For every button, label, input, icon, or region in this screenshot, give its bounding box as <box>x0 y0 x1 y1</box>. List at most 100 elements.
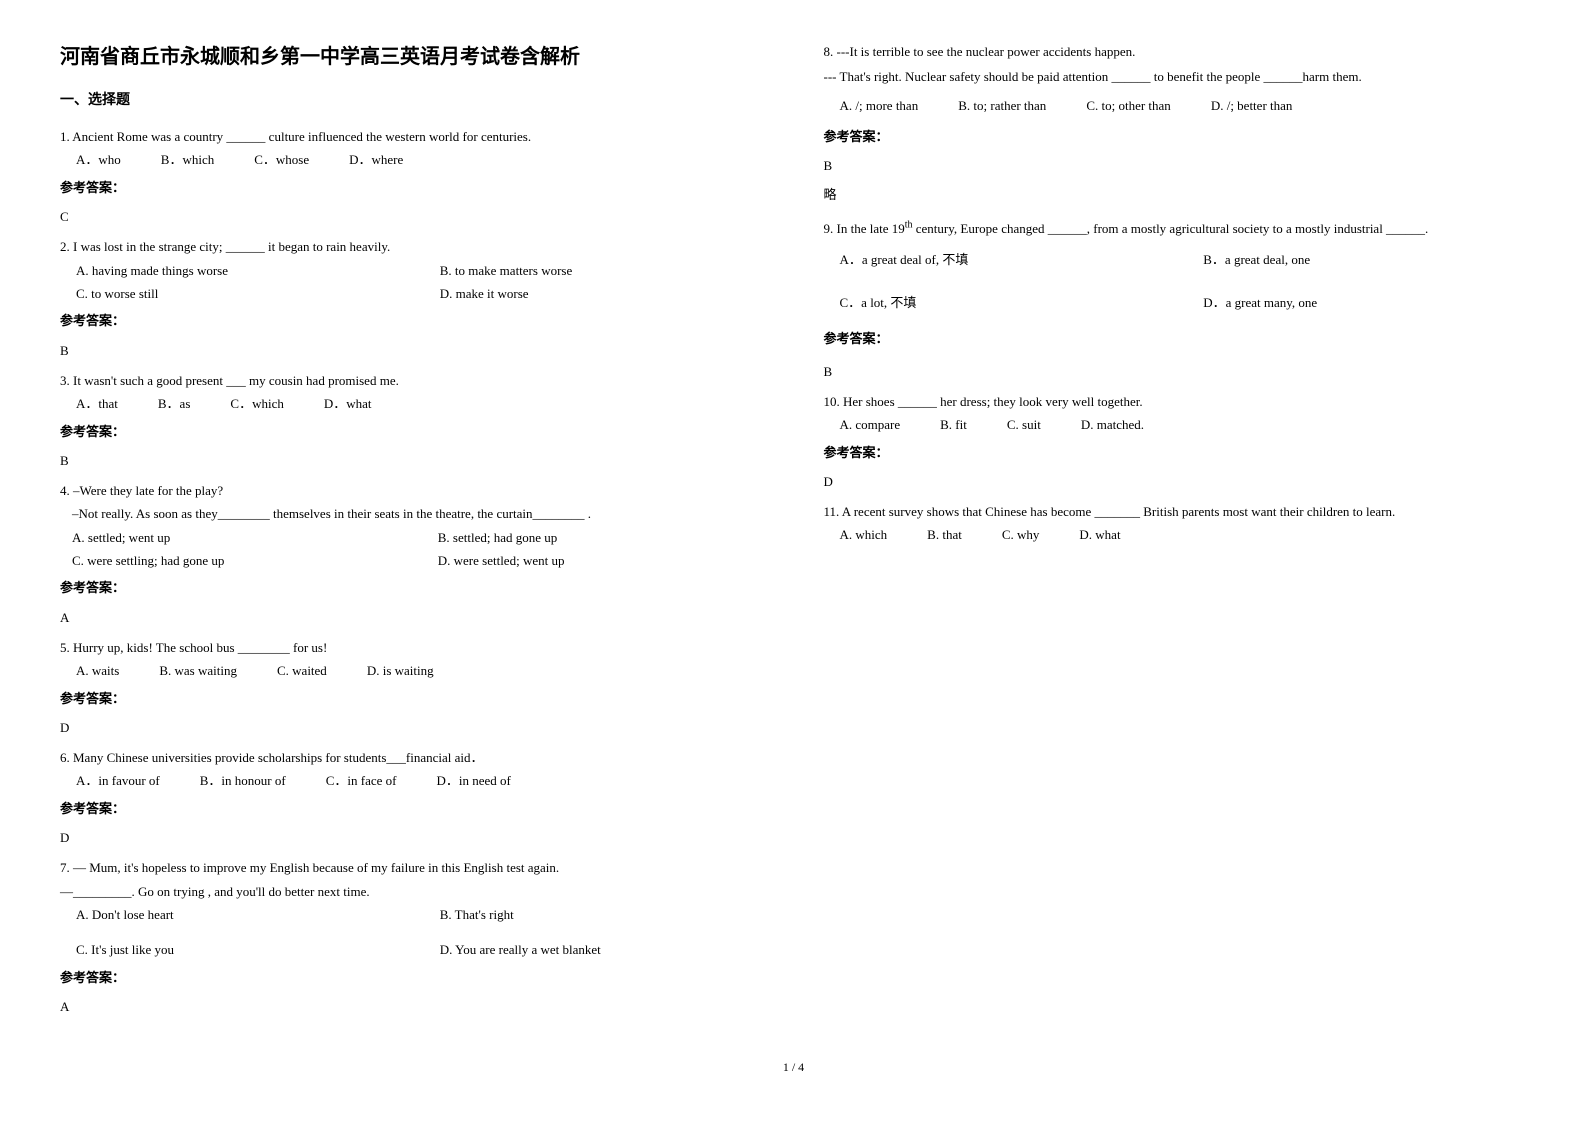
page-number: 1 / 4 <box>60 1060 1527 1075</box>
q4-text2: –Not really. As soon as they________ the… <box>72 502 764 525</box>
q6-ans-label: 参考答案： <box>60 797 764 820</box>
q10-opt-d: D. matched. <box>1081 413 1144 436</box>
q3-ans: B <box>60 453 764 469</box>
q10-text: 10. Her shoes ______ her dress; they loo… <box>824 390 1528 413</box>
question-4: 4. –Were they late for the play? –Not re… <box>60 479 764 600</box>
q2-opt-c: C. to worse still <box>76 282 400 305</box>
q5-text: 5. Hurry up, kids! The school bus ______… <box>60 636 764 659</box>
q5-opt-d: D. is waiting <box>367 659 434 682</box>
question-5: 5. Hurry up, kids! The school bus ______… <box>60 636 764 710</box>
q4-opt-b: B. settled; had gone up <box>438 526 764 549</box>
q10-opt-b: B. fit <box>940 413 967 436</box>
q7-text1: 7. — Mum, it's hopeless to improve my En… <box>60 856 764 879</box>
question-2: 2. I was lost in the strange city; _____… <box>60 235 764 333</box>
q3-opt-c: C．which <box>230 392 283 415</box>
q7-opt-d: D. You are really a wet blanket <box>440 938 764 961</box>
q7-ans-label: 参考答案： <box>60 966 764 989</box>
q2-text: 2. I was lost in the strange city; _____… <box>60 235 764 258</box>
q7-ans: A <box>60 999 764 1015</box>
q5-opt-c: C. waited <box>277 659 327 682</box>
q2-options: A. having made things worse B. to make m… <box>76 259 764 306</box>
q10-ans-label: 参考答案： <box>824 441 1528 464</box>
question-9: 9. In the late 19th century, Europe chan… <box>824 213 1528 354</box>
q1-ans: C <box>60 209 764 225</box>
q2-opt-d: D. make it worse <box>440 282 764 305</box>
q9-ans: B <box>824 364 1528 380</box>
q4-text1: 4. –Were they late for the play? <box>60 479 764 502</box>
q5-opt-a: A. waits <box>76 659 119 682</box>
q11-text: 11. A recent survey shows that Chinese h… <box>824 500 1528 523</box>
doc-title: 河南省商丘市永城顺和乡第一中学高三英语月考试卷含解析 <box>60 40 764 69</box>
q1-options: A．who B．which C．whose D．where <box>76 148 764 171</box>
q6-opt-a: A．in favour of <box>76 769 160 792</box>
q5-ans: D <box>60 720 764 736</box>
q9-ans-label: 参考答案： <box>824 323 1528 354</box>
q3-opt-b: B．as <box>158 392 191 415</box>
q11-opt-a: A. which <box>840 523 888 546</box>
q8-opt-d: D. /; better than <box>1211 92 1293 121</box>
question-7: 7. — Mum, it's hopeless to improve my En… <box>60 856 764 989</box>
q9-opt-a: A．a great deal of, 不填 <box>840 244 1164 275</box>
q11-options: A. which B. that C. why D. what <box>840 523 1528 546</box>
q5-ans-label: 参考答案： <box>60 687 764 710</box>
q8-opt-c: C. to; other than <box>1086 92 1171 121</box>
q11-opt-d: D. what <box>1079 523 1120 546</box>
q7-text2: —_________. Go on trying , and you'll do… <box>60 880 764 903</box>
q6-opt-d: D．in need of <box>436 769 510 792</box>
q3-opt-d: D．what <box>324 392 372 415</box>
q4-ans: A <box>60 610 764 626</box>
q2-opt-b: B. to make matters worse <box>440 259 764 282</box>
question-8: 8. ---It is terrible to see the nuclear … <box>824 40 1528 148</box>
q3-ans-label: 参考答案： <box>60 420 764 443</box>
q5-opt-b: B. was waiting <box>159 659 237 682</box>
question-11: 11. A recent survey shows that Chinese h… <box>824 500 1528 547</box>
q2-opt-a: A. having made things worse <box>76 259 400 282</box>
q8-opt-a: A. /; more than <box>840 92 919 121</box>
q6-opt-b: B．in honour of <box>200 769 286 792</box>
q7-opt-a: A. Don't lose heart <box>76 903 400 926</box>
q6-text: 6. Many Chinese universities provide sch… <box>60 746 764 769</box>
q1-opt-d: D．where <box>349 148 403 171</box>
q10-options: A. compare B. fit C. suit D. matched. <box>840 413 1528 436</box>
q10-ans: D <box>824 474 1528 490</box>
q3-opt-a: A．that <box>76 392 118 415</box>
question-3: 3. It wasn't such a good present ___ my … <box>60 369 764 443</box>
q5-options: A. waits B. was waiting C. waited D. is … <box>76 659 764 682</box>
q10-opt-a: A. compare <box>840 413 901 436</box>
q1-opt-b: B．which <box>161 148 214 171</box>
q6-ans: D <box>60 830 764 846</box>
question-1: 1. Ancient Rome was a country ______ cul… <box>60 125 764 199</box>
q9-opt-d: D．a great many, one <box>1203 287 1527 318</box>
q8-ans: B <box>824 158 1528 174</box>
q1-text: 1. Ancient Rome was a country ______ cul… <box>60 125 764 148</box>
q4-opt-a: A. settled; went up <box>72 526 398 549</box>
q4-ans-label: 参考答案： <box>60 576 764 599</box>
q8-options: A. /; more than B. to; rather than C. to… <box>840 92 1528 121</box>
q8-ans-label: 参考答案： <box>824 125 1528 148</box>
section-heading: 一、选择题 <box>60 89 764 109</box>
q2-ans-label: 参考答案： <box>60 309 764 332</box>
q7-options: A. Don't lose heart B. That's right C. I… <box>76 903 764 962</box>
q3-options: A．that B．as C．which D．what <box>76 392 764 415</box>
q1-opt-c: C．whose <box>254 148 309 171</box>
q10-opt-c: C. suit <box>1007 413 1041 436</box>
q7-opt-c: C. It's just like you <box>76 938 400 961</box>
q1-ans-label: 参考答案： <box>60 176 764 199</box>
q9-options: A．a great deal of, 不填 B．a great deal, on… <box>840 244 1528 318</box>
q6-opt-c: C．in face of <box>326 769 397 792</box>
question-10: 10. Her shoes ______ her dress; they loo… <box>824 390 1528 464</box>
q8-opt-b: B. to; rather than <box>958 92 1046 121</box>
q9-opt-c: C．a lot, 不填 <box>840 287 1164 318</box>
q7-opt-b: B. That's right <box>440 903 764 926</box>
q8-text2: --- That's right. Nuclear safety should … <box>824 63 1528 92</box>
question-6: 6. Many Chinese universities provide sch… <box>60 746 764 820</box>
q4-options: A. settled; went up B. settled; had gone… <box>72 526 764 573</box>
q9-opt-b: B．a great deal, one <box>1203 244 1527 275</box>
q1-opt-a: A．who <box>76 148 121 171</box>
q9-text: 9. In the late 19th century, Europe chan… <box>824 213 1528 244</box>
q4-opt-c: C. were settling; had gone up <box>72 549 398 572</box>
q8-text1: 8. ---It is terrible to see the nuclear … <box>824 40 1528 63</box>
q11-opt-b: B. that <box>927 523 962 546</box>
q8-extra: 略 <box>824 184 1528 203</box>
q4-opt-d: D. were settled; went up <box>438 549 764 572</box>
